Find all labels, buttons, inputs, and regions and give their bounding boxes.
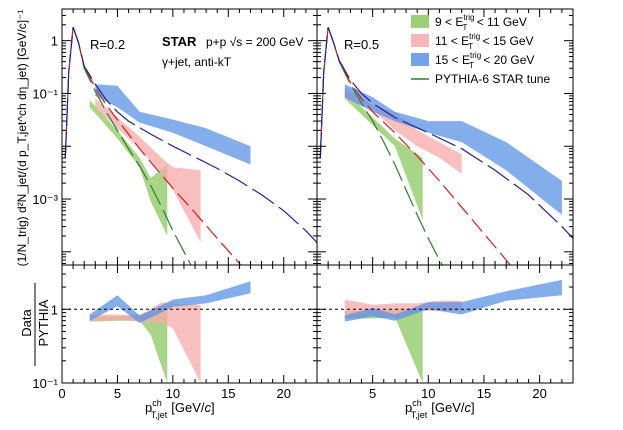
legend-label-post: < 20 GeV [480, 53, 534, 67]
legend-label-sub: T [462, 23, 467, 32]
xlabel-sub: T,jet [411, 410, 428, 420]
xlabel-p: p [145, 400, 152, 415]
legend-label: 11 < Etrig T < 15 GeV [435, 32, 534, 51]
pythia-curve-etrig-15-20 [64, 27, 317, 243]
pythia-curve-etrig-9-11 [319, 27, 443, 265]
legend-label-sup: trig [469, 32, 480, 41]
xlabel-sub: T,jet [151, 410, 168, 420]
legend-entry: 15 < Etrig T < 20 GeV [411, 51, 534, 70]
y-tick-label: 10⁻³ [32, 192, 58, 207]
band-etrig-9-11 [89, 310, 168, 383]
panel-lower-left: 0 5 10 15 20 1 10⁻¹ [32, 264, 318, 401]
legend-swatch [411, 53, 429, 66]
band-etrig-9-11 [344, 307, 423, 383]
x-axis-title-right: pch T,jet [GeV/c] [405, 398, 475, 420]
band-etrig-9-11 [344, 91, 423, 220]
analysis-label: γ+jet, anti-kT [162, 55, 232, 69]
experiment-label: STAR [162, 34, 197, 49]
legend-entry: 9 < Etrig T < 11 GeV [411, 13, 527, 32]
xlabel-p: p [405, 400, 412, 415]
y-tick-label: 10⁻¹ [32, 86, 58, 101]
xlabel-unit: [GeV/ [171, 400, 205, 415]
band-etrig-15-20 [344, 84, 562, 215]
pythia-curve-etrig-15-20 [319, 27, 573, 239]
legend-label: 9 < Etrig T < 11 GeV [435, 13, 527, 32]
xlabel-unit-c: c [465, 400, 472, 415]
xlabel-unit: [GeV/ [431, 400, 465, 415]
x-axis-title-left: pch T,jet [GeV/c] [145, 398, 215, 420]
x-tick-label: 15 [477, 386, 491, 401]
x-tick-label: 15 [221, 386, 235, 401]
x-tick-label: 10 [166, 386, 180, 401]
ratio-denominator: PYTHIA [36, 299, 51, 346]
plot-area [62, 281, 317, 383]
ratio-numerator: Data [19, 309, 34, 337]
band-etrig-11-15 [89, 302, 201, 383]
pythia-curve-etrig-9-11 [64, 27, 192, 265]
legend-label-post: < 15 GeV [479, 34, 533, 48]
xlabel-unit-end: ] [471, 400, 475, 415]
legend-label-pre: 15 < E [435, 53, 470, 67]
legend-label-sub: T [469, 61, 474, 70]
x-tick-label: 20 [277, 386, 291, 401]
panel-upper-left: 1 10⁻¹ 10⁻³ [32, 8, 318, 266]
legend-swatch [411, 34, 429, 47]
legend-label: 15 < Etrig T < 20 GeV [435, 51, 534, 70]
y-tick-label: 1 [51, 34, 58, 49]
xlabel-sup: ch [152, 398, 162, 408]
legend-label: PYTHIA-6 STAR tune [435, 72, 550, 86]
legend-label-sup: trig [463, 13, 474, 22]
legend-label-pre: 11 < E [435, 34, 469, 48]
y-tick-label: 1 [51, 302, 58, 317]
band-etrig-15-20 [95, 84, 251, 165]
legend-label-pre: 9 < E [435, 15, 463, 29]
legend-label-sup: trig [470, 51, 481, 60]
panel-upper-right [316, 8, 574, 266]
x-tick-label: 5 [114, 386, 121, 401]
xlabel-sup: ch [412, 398, 422, 408]
legend-label-sub: T [468, 42, 473, 51]
legend-label-post: < 11 GeV [473, 15, 526, 29]
plot-area [319, 27, 573, 265]
x-tick-label: 20 [532, 386, 546, 401]
panel-frame [316, 264, 574, 384]
xlabel-unit-end: ] [211, 400, 215, 415]
band-etrig-15-20 [344, 279, 562, 322]
panel-label-r05: R=0.5 [344, 37, 379, 52]
plot-area [64, 27, 317, 265]
panel-lower-right: 5 10 15 20 [316, 264, 574, 401]
y-tick-label: 10⁻¹ [32, 376, 58, 391]
legend-entry: PYTHIA-6 STAR tune [411, 72, 550, 86]
y-axis-title-bottom: Data PYTHIA [19, 283, 51, 366]
collision-system-label: p+p √s = 200 GeV [206, 35, 303, 49]
legend-swatch [411, 15, 429, 28]
legend-entry: 11 < Etrig T < 15 GeV [411, 32, 534, 51]
band-etrig-15-20 [89, 281, 251, 323]
x-tick-label: 5 [369, 386, 376, 401]
y-axis-title-top: (1/N_trig) d²N_jet/(d p_T,jet^ch dη_jet)… [15, 10, 29, 267]
x-tick-label: 0 [58, 386, 65, 401]
band-etrig-9-11 [89, 100, 168, 236]
panel-label-r02: R=0.2 [90, 37, 125, 52]
x-tick-label: 10 [421, 386, 435, 401]
xlabel-unit-c: c [205, 400, 212, 415]
band-etrig-11-15 [95, 98, 201, 243]
plot-area [317, 279, 573, 383]
